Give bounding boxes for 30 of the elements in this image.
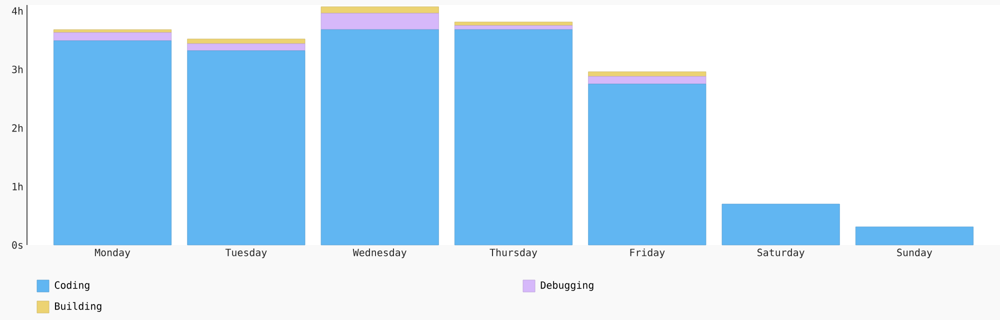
- x-tick-label: Friday: [630, 248, 665, 258]
- bar: [187, 50, 306, 246]
- bar: [588, 76, 706, 84]
- bar: [320, 12, 439, 30]
- y-tick-label: 2h: [12, 124, 23, 132]
- y-tick-label: 1h: [12, 182, 23, 190]
- bar: [454, 25, 573, 30]
- x-tick-label: Sunday: [897, 248, 932, 258]
- bar: [320, 6, 439, 14]
- bar: [187, 38, 306, 44]
- x-tick-label: Monday: [94, 248, 130, 258]
- bar: [187, 43, 306, 51]
- bar: [320, 29, 439, 246]
- y-tick-label: 0s: [12, 241, 22, 249]
- bar: [722, 204, 840, 246]
- x-tick-label: Saturday: [758, 248, 804, 258]
- bar: [454, 22, 573, 26]
- y-tick-label: 3h: [12, 66, 23, 74]
- x-tick-label: Wednesday: [352, 248, 406, 258]
- legend-label: Debugging: [540, 281, 594, 291]
- y-tick-label: 4h: [12, 7, 23, 15]
- x-tick-label: Tuesday: [225, 248, 267, 258]
- bar: [54, 32, 172, 41]
- x-tick-label: Thursday: [490, 248, 538, 258]
- bar: [54, 40, 172, 246]
- bar: [588, 84, 706, 246]
- bar: [454, 29, 573, 246]
- legend-label: Building: [55, 302, 102, 312]
- legend-label: Coding: [54, 281, 90, 291]
- bar: [855, 226, 974, 246]
